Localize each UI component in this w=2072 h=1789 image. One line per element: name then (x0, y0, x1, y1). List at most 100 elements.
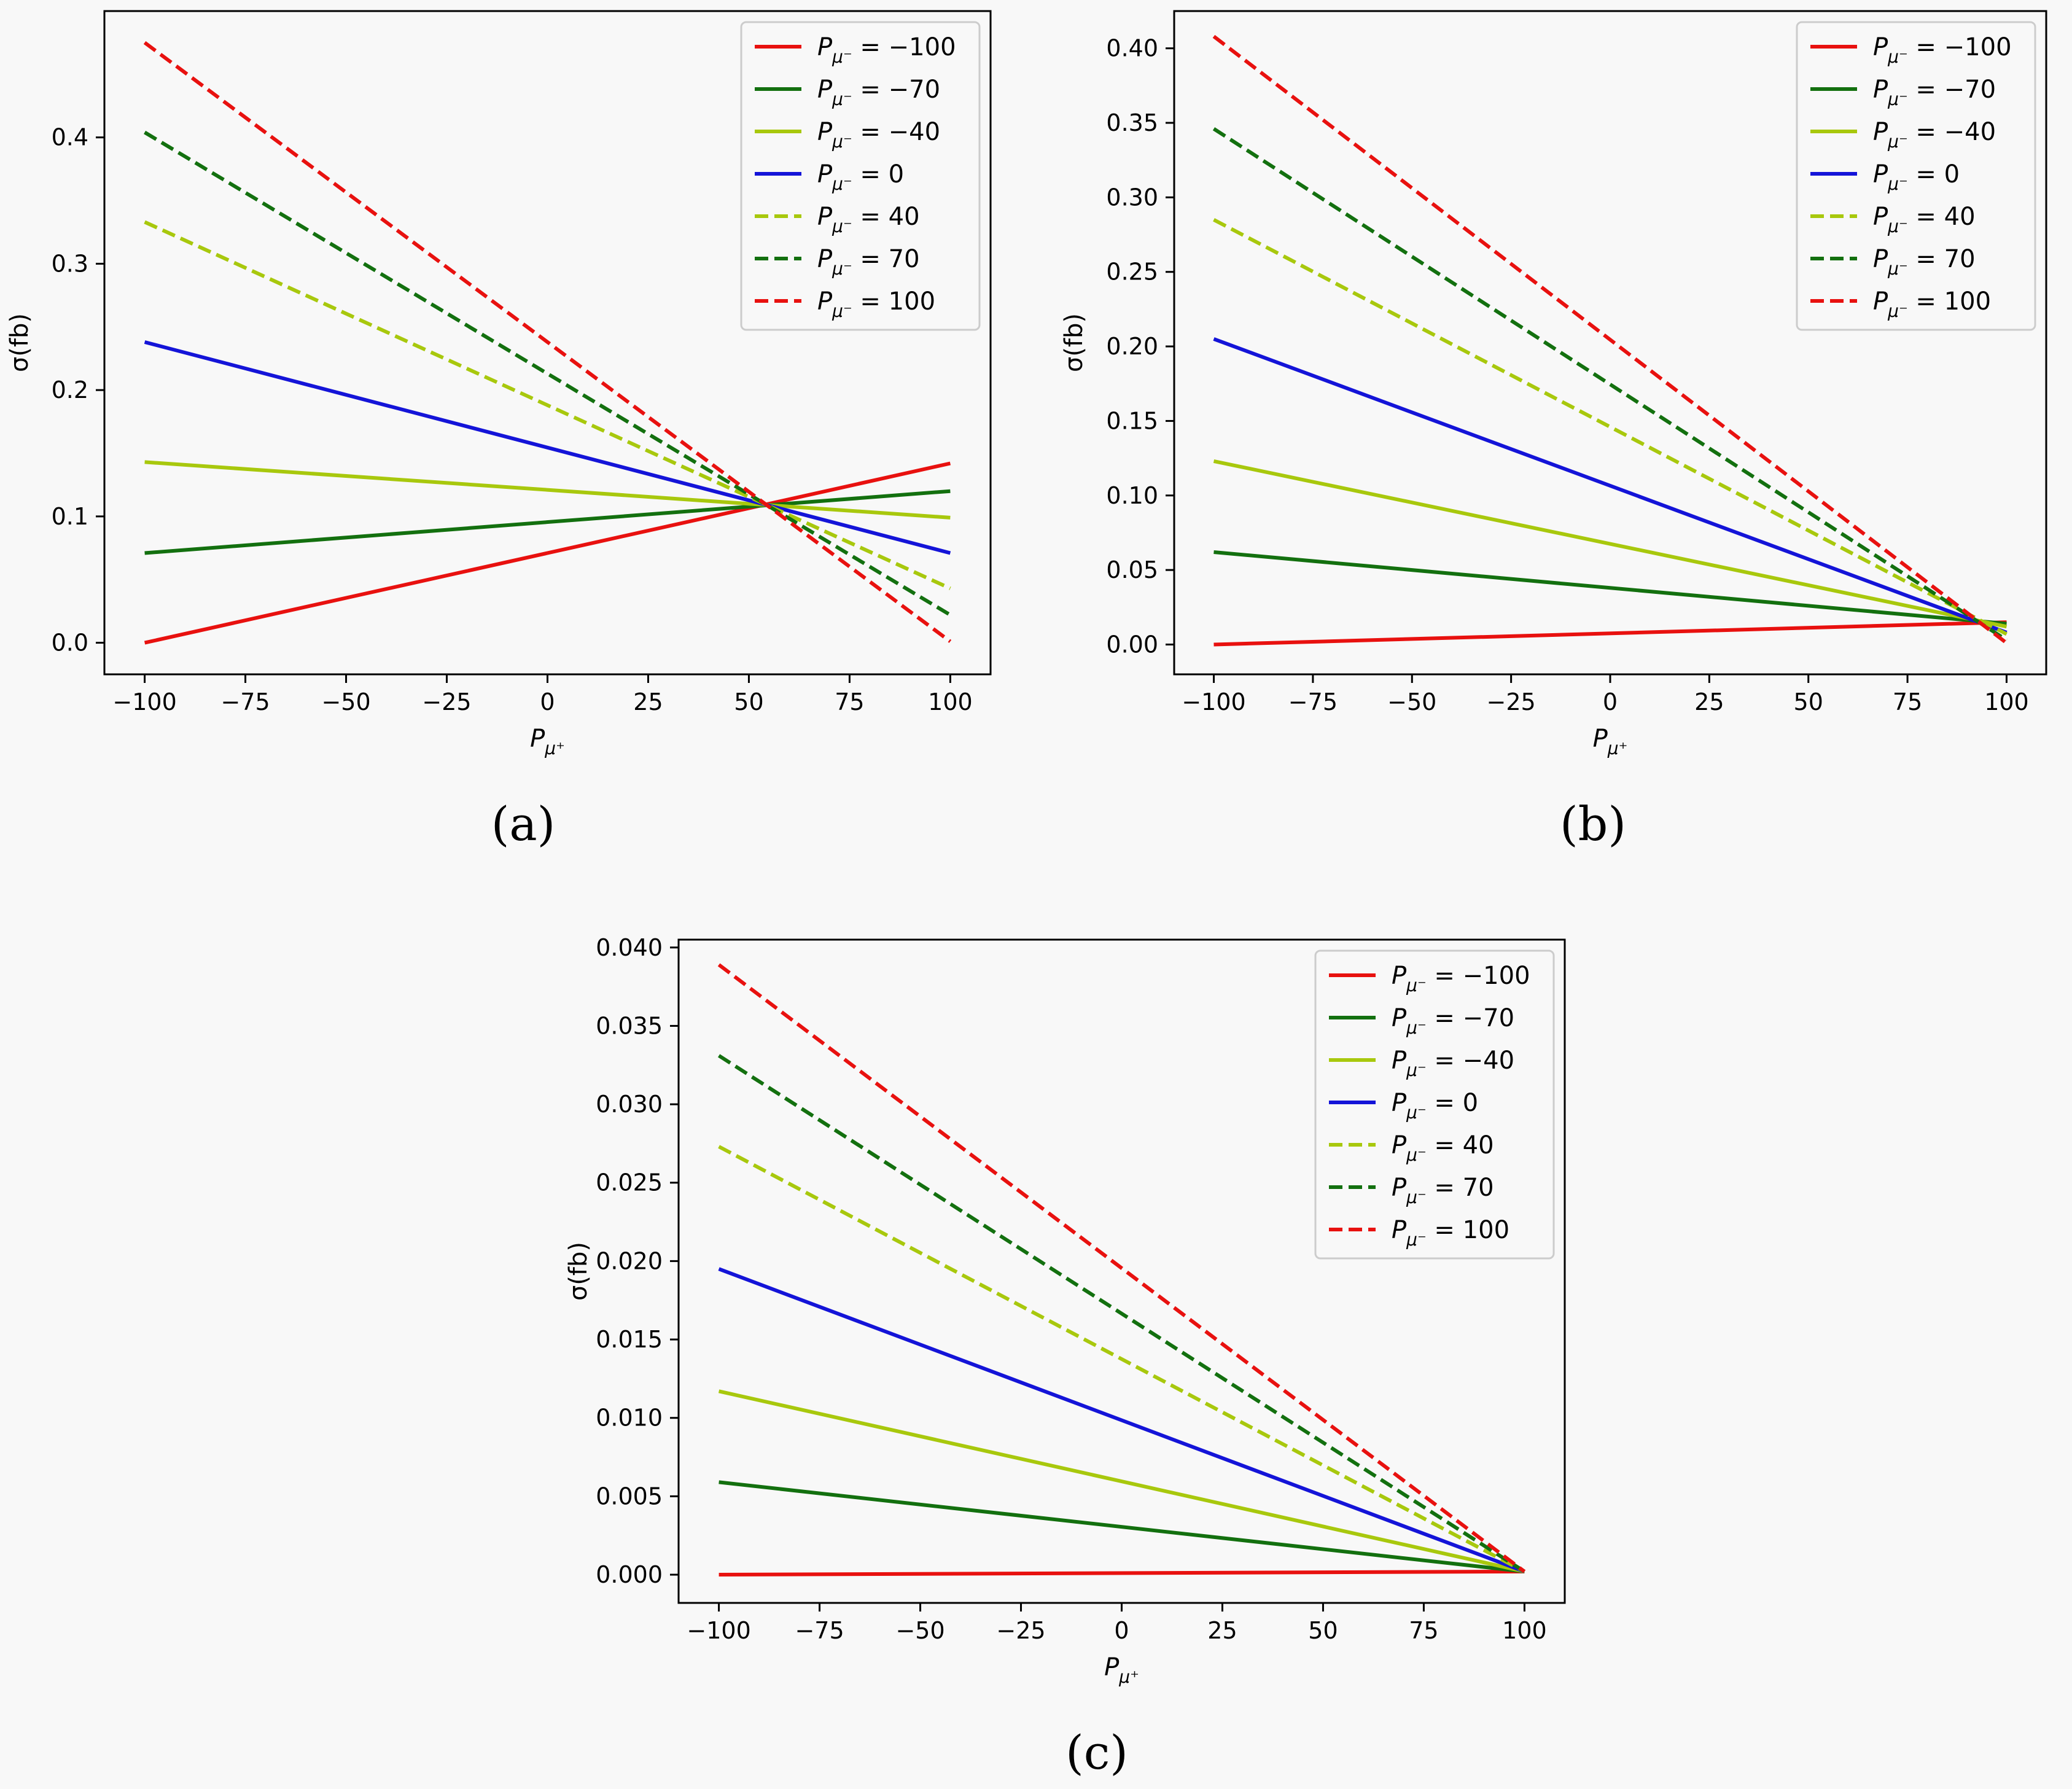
legend-label: Pμ⁻ = 40 (1392, 1131, 1494, 1165)
x-tick-label: 100 (1502, 1617, 1547, 1644)
panel-caption: (a) (491, 797, 556, 851)
y-tick-label: 0.10 (1106, 482, 1158, 509)
x-tick-label: −50 (895, 1617, 944, 1644)
series-line-6 (143, 41, 952, 643)
y-tick-label: 0.4 (52, 124, 88, 151)
y-tick-label: 0.3 (52, 250, 88, 277)
x-axis-label: Pμ⁺ (1593, 725, 1628, 758)
legend-label: Pμ⁻ = 70 (1392, 1174, 1494, 1207)
x-tick-label: 50 (734, 688, 763, 715)
x-tick-label: 0 (540, 688, 555, 715)
x-tick-label: 25 (633, 688, 663, 715)
y-tick-label: 0.015 (596, 1326, 663, 1353)
series-line-4 (144, 220, 951, 590)
x-tick-label: −100 (687, 1617, 750, 1644)
legend-label: Pμ⁻ = −100 (1873, 33, 2012, 67)
legend-label: Pμ⁻ = 0 (1873, 160, 1960, 194)
series-line-0 (719, 1569, 1525, 1577)
legend-label: Pμ⁻ = −40 (1873, 118, 1996, 152)
series-line-3 (144, 340, 951, 555)
x-tick-label: −75 (1288, 688, 1338, 715)
y-tick-label: 0.020 (596, 1247, 663, 1274)
series-line-1 (1213, 550, 2007, 626)
legend-box (740, 21, 981, 331)
y-tick-label: 0.025 (596, 1169, 663, 1196)
x-tick-label: −100 (112, 688, 176, 715)
series-line-3 (1213, 337, 2008, 634)
legend-label: Pμ⁻ = 0 (1392, 1089, 1478, 1123)
legend-label: Pμ⁻ = 40 (817, 203, 920, 236)
legend-label: Pμ⁻ = −40 (817, 118, 940, 152)
y-tick-label: 0.35 (1106, 109, 1158, 136)
legend-label: Pμ⁻ = 100 (1392, 1216, 1509, 1250)
x-tick-label: 50 (1308, 1617, 1338, 1644)
y-tick-label: 0.00 (1106, 631, 1158, 658)
legend-label: Pμ⁻ = −40 (1392, 1047, 1514, 1080)
x-tick-label: 75 (835, 688, 864, 715)
chart-panel-1: −100 −75 −50 −25 0 25 50 75 100 0.00 0.05 0.10 0.15 0… (1060, 10, 2047, 851)
y-tick-label: 0.30 (1106, 184, 1158, 211)
x-tick-label: 0 (1603, 688, 1618, 715)
series-line-4 (1213, 218, 2008, 636)
series-line-2 (718, 1389, 1525, 1573)
chart-panel-2: −100 −75 −50 −25 0 25 50 75 100 0.000 0.005 0.010 0.… (564, 934, 1566, 1780)
series-line-1 (719, 1480, 1525, 1573)
x-tick-label: 100 (1984, 688, 2029, 715)
x-tick-label: −100 (1182, 688, 1245, 715)
legend-label: Pμ⁻ = 100 (817, 287, 935, 321)
y-tick-label: 0.000 (596, 1561, 663, 1588)
y-tick-label: 0.040 (596, 934, 663, 961)
x-tick-label: −50 (321, 688, 370, 715)
legend-label: Pμ⁻ = 0 (817, 160, 904, 194)
y-axis-label: σ(fb) (6, 313, 34, 372)
x-tick-label: 75 (1409, 1617, 1438, 1644)
chart-panel-0: −100 −75 −50 −25 0 25 50 75 100 0.0 0.1 0.2 0.3 0.4 Pμ… (6, 10, 992, 851)
y-tick-label: 0.035 (596, 1012, 663, 1039)
x-tick-label: −75 (220, 688, 270, 715)
legend-label: Pμ⁻ = −70 (817, 76, 940, 109)
series-line-2 (1213, 459, 2008, 629)
legend: Pμ⁻ = −100 Pμ⁻ = −70 Pμ⁻ = −40 Pμ⁻ = 0 Pμ⁻ =… (740, 21, 981, 331)
legend-label: Pμ⁻ = −70 (1873, 76, 1996, 109)
y-tick-label: 0.05 (1106, 556, 1158, 583)
legend-label: Pμ⁻ = 70 (817, 245, 920, 279)
x-tick-label: −50 (1387, 688, 1436, 715)
x-tick-label: 75 (1893, 688, 1922, 715)
series-line-2 (144, 460, 951, 520)
legend: Pμ⁻ = −100 Pμ⁻ = −70 Pμ⁻ = −40 Pμ⁻ = 0 Pμ⁻ =… (1796, 21, 2036, 331)
y-tick-label: 0.030 (596, 1091, 663, 1118)
legend-label: Pμ⁻ = −100 (1392, 962, 1530, 996)
y-tick-label: 0.15 (1106, 407, 1158, 434)
series-line-6 (1212, 34, 2008, 645)
y-tick-label: 0.25 (1106, 259, 1158, 286)
x-axis-label: Pμ⁺ (530, 725, 565, 758)
legend-label: Pμ⁻ = 40 (1873, 203, 1976, 236)
legend: Pμ⁻ = −100 Pμ⁻ = −70 Pμ⁻ = −40 Pμ⁻ = 0 Pμ⁻ =… (1314, 949, 1555, 1260)
y-axis-label: σ(fb) (564, 1242, 593, 1301)
x-tick-label: 25 (1207, 1617, 1237, 1644)
x-tick-label: 25 (1694, 688, 1724, 715)
series-line-6 (717, 963, 1526, 1573)
legend-label: Pμ⁻ = −70 (1392, 1004, 1514, 1038)
legend-label: Pμ⁻ = 70 (1873, 245, 1976, 279)
y-tick-label: 0.2 (52, 376, 88, 403)
series-line-0 (1213, 620, 2007, 647)
series-line-4 (718, 1145, 1525, 1573)
x-tick-label: −75 (795, 1617, 844, 1644)
series-line-0 (144, 461, 951, 645)
y-tick-label: 0.0 (52, 629, 88, 657)
legend-box (1796, 21, 2036, 331)
series-line-3 (718, 1267, 1525, 1573)
x-tick-label: −25 (996, 1617, 1045, 1644)
series-line-5 (717, 1054, 1526, 1573)
x-tick-label: −25 (422, 688, 471, 715)
y-tick-label: 0.20 (1106, 333, 1158, 360)
x-tick-label: 0 (1114, 1617, 1129, 1644)
legend-label: Pμ⁻ = −100 (817, 33, 956, 67)
series-line-5 (1212, 127, 2008, 642)
panel-caption: (b) (1560, 797, 1626, 851)
series-line-1 (144, 489, 951, 555)
y-tick-label: 0.40 (1106, 35, 1158, 62)
y-tick-label: 0.005 (596, 1483, 663, 1510)
